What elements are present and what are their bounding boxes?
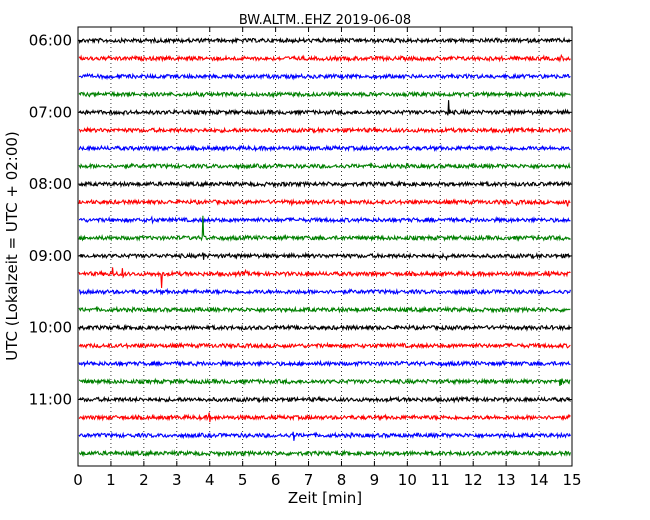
trace-group [78,36,571,458]
trace-1000 [78,323,571,332]
trace-1100 [78,395,571,404]
trace-1015 [78,341,571,350]
y-tick-label: 06:00 [29,32,72,50]
x-tick-label: 15 [562,471,581,489]
trace-1145 [79,449,571,458]
trace-1045 [79,377,571,386]
trace-0845 [78,215,571,242]
trace-0630 [78,72,571,81]
x-axis-label: Zeit [min] [288,489,362,507]
trace-0600 [78,36,571,45]
trace-0915 [78,267,571,289]
x-tick-label: 14 [530,471,549,489]
trace-0945 [78,305,571,314]
trace-1030 [78,359,571,368]
x-tick-label: 11 [431,471,450,489]
trace-0800 [78,180,571,189]
x-tick-label: 4 [205,471,215,489]
x-tick-label: 0 [73,471,83,489]
plot-frame [77,26,573,467]
trace-0700 [78,100,571,117]
trace-0715 [78,126,571,135]
x-tick-label: 5 [238,471,248,489]
y-tick-label: 11:00 [29,391,72,409]
x-tick-label: 12 [464,471,483,489]
trace-0900 [78,251,571,262]
trace-0815 [78,198,571,207]
x-tick-label: 8 [337,471,347,489]
x-tick-label: 9 [370,471,380,489]
y-tick-label: 08:00 [29,175,72,193]
trace-1115 [78,412,571,423]
x-tick-label: 1 [106,471,116,489]
y-tick-label: 10:00 [29,319,72,337]
x-tick-label: 13 [497,471,516,489]
x-tick-label: 7 [304,471,314,489]
trace-0615 [78,53,571,63]
chart-title: BW.ALTM..EHZ 2019-06-08 [239,13,411,28]
y-tick-label: 07:00 [29,103,72,121]
trace-0645 [78,90,571,99]
y-tick-label: 09:00 [29,247,72,265]
trace-0830 [78,215,571,225]
y-axis-label: UTC (Lokalzeit = UTC + 02:00) [3,131,21,361]
axis-ticks: 0 1 2 3 4 5 6 7 8 9 10 11 12 13 14 1506:0007:0008:0009:… [29,27,582,489]
trace-0730 [78,144,571,153]
x-tick-label: 3 [172,471,182,489]
trace-0745 [78,162,571,171]
trace-1130 [78,431,571,441]
x-tick-label: 6 [271,471,281,489]
trace-0930 [78,287,571,296]
x-tick-label: 10 [398,471,417,489]
x-tick-label: 2 [139,471,149,489]
